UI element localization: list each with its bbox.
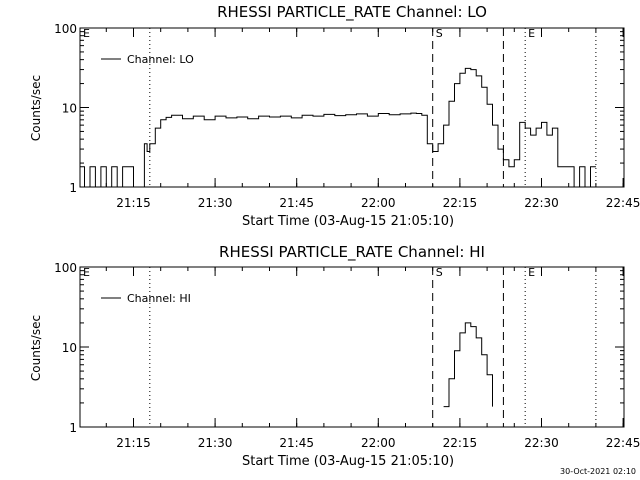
y-tick-label: 10 — [62, 102, 77, 116]
lo-channel-plot: RHESSI PARTICLE_RATE Channel: LO Counts/… — [29, 3, 640, 229]
x-axis-label: Start Time (03-Aug-15 21:05:10) — [242, 454, 454, 469]
hi-channel-plot: RHESSI PARTICLE_RATE Channel: HI Counts/… — [29, 243, 640, 469]
event-marker-label: E — [83, 27, 90, 40]
y-axis-label: Counts/sec — [29, 315, 43, 381]
y-tick-label: 1 — [69, 181, 77, 195]
x-tick-label: 22:30 — [524, 196, 559, 210]
event-marker-label: E — [528, 266, 535, 279]
x-tick-label: 21:30 — [198, 196, 233, 210]
y-tick-label: 100 — [54, 22, 77, 36]
x-tick-label: 21:45 — [279, 196, 314, 210]
plot-title: RHESSI PARTICLE_RATE Channel: LO — [217, 3, 487, 22]
legend-label: Channel: LO — [127, 53, 194, 66]
plot-frame — [79, 266, 625, 428]
x-tick-label: 22:00 — [361, 196, 396, 210]
plot-frame — [79, 27, 625, 188]
event-marker-label: S — [436, 266, 443, 279]
timestamp: 30-Oct-2021 02:10 — [560, 467, 636, 476]
plot-title: RHESSI PARTICLE_RATE Channel: HI — [219, 243, 485, 262]
y-tick-label: 10 — [62, 341, 77, 355]
x-tick-label: 21:15 — [116, 196, 151, 210]
event-marker-label: S — [436, 27, 443, 40]
y-tick-label: 100 — [54, 261, 77, 275]
x-tick-label: 21:30 — [198, 436, 233, 450]
x-tick-label: 22:45 — [606, 436, 640, 450]
data-series-line — [80, 67, 596, 188]
x-tick-label: 21:45 — [279, 436, 314, 450]
x-tick-label: 22:30 — [524, 436, 559, 450]
event-marker-label: E — [83, 266, 90, 279]
x-axis-label: Start Time (03-Aug-15 21:05:10) — [242, 214, 454, 229]
x-tick-label: 22:00 — [361, 436, 396, 450]
legend-label: Channel: HI — [127, 292, 191, 305]
data-series-line — [443, 322, 493, 408]
y-tick-label: 1 — [69, 421, 77, 435]
event-marker-label: E — [528, 27, 535, 40]
x-tick-label: 22:15 — [443, 196, 478, 210]
x-tick-label: 22:15 — [443, 436, 478, 450]
x-tick-label: 21:15 — [116, 436, 151, 450]
y-axis-label: Counts/sec — [29, 75, 43, 141]
x-tick-label: 22:45 — [606, 196, 640, 210]
